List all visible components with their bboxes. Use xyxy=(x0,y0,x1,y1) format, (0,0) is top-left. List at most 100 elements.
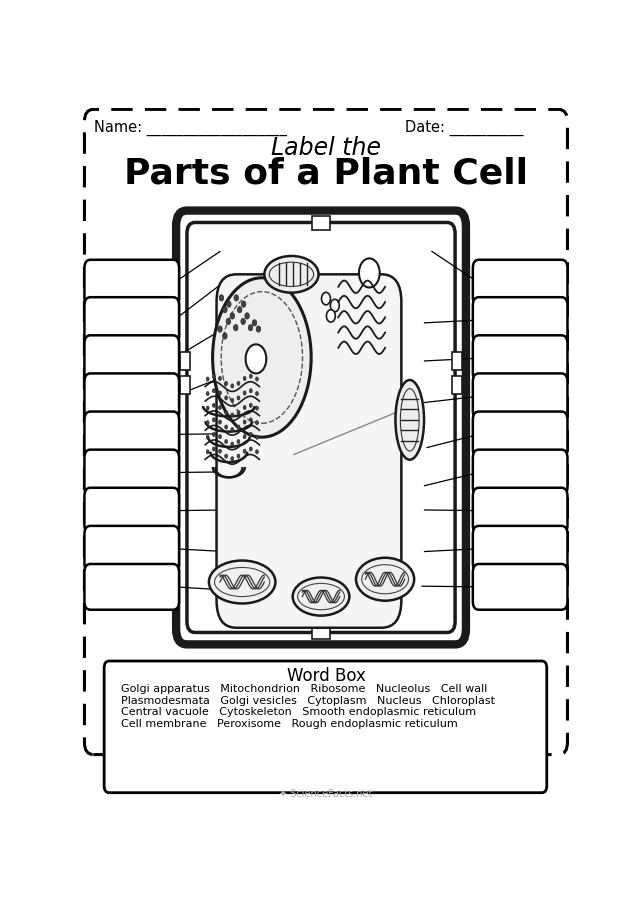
Ellipse shape xyxy=(233,325,238,331)
Ellipse shape xyxy=(231,383,234,388)
Ellipse shape xyxy=(218,326,222,332)
FancyBboxPatch shape xyxy=(473,488,567,534)
Text: Plasmodesmata   Golgi vesicles   Cytoplasm   Nucleus   Chloroplast: Plasmodesmata Golgi vesicles Cytoplasm N… xyxy=(121,696,495,706)
FancyBboxPatch shape xyxy=(452,376,462,394)
Ellipse shape xyxy=(231,456,234,461)
Ellipse shape xyxy=(226,301,231,307)
Ellipse shape xyxy=(212,374,216,378)
Ellipse shape xyxy=(212,278,311,437)
Ellipse shape xyxy=(243,391,246,395)
Ellipse shape xyxy=(249,418,252,422)
Ellipse shape xyxy=(237,454,240,458)
Ellipse shape xyxy=(225,382,228,385)
Ellipse shape xyxy=(219,420,221,424)
Text: ✦ ScienceFacts.net: ✦ ScienceFacts.net xyxy=(279,789,373,799)
Ellipse shape xyxy=(237,410,240,415)
Ellipse shape xyxy=(256,377,258,381)
Ellipse shape xyxy=(256,436,258,439)
Ellipse shape xyxy=(237,396,240,400)
FancyBboxPatch shape xyxy=(85,411,179,457)
Ellipse shape xyxy=(243,405,246,410)
Ellipse shape xyxy=(231,413,234,417)
Text: Golgi apparatus   Mitochondrion   Ribosome   Nucleolus   Cell wall: Golgi apparatus Mitochondrion Ribosome N… xyxy=(121,684,488,694)
Ellipse shape xyxy=(230,313,235,319)
Ellipse shape xyxy=(265,256,319,292)
Ellipse shape xyxy=(206,450,209,454)
FancyBboxPatch shape xyxy=(104,661,547,793)
Ellipse shape xyxy=(225,454,228,458)
FancyBboxPatch shape xyxy=(473,450,567,495)
Ellipse shape xyxy=(245,313,249,319)
FancyBboxPatch shape xyxy=(85,110,567,754)
FancyBboxPatch shape xyxy=(180,352,190,370)
FancyBboxPatch shape xyxy=(473,336,567,381)
Ellipse shape xyxy=(219,449,221,454)
Text: Cell membrane   Peroxisome   Rough endoplasmic reticulum: Cell membrane Peroxisome Rough endoplasm… xyxy=(121,719,458,729)
Ellipse shape xyxy=(245,345,266,373)
Ellipse shape xyxy=(223,333,227,339)
Ellipse shape xyxy=(212,389,216,392)
Ellipse shape xyxy=(256,420,258,425)
Ellipse shape xyxy=(356,558,414,600)
Ellipse shape xyxy=(293,578,349,616)
Ellipse shape xyxy=(226,319,231,325)
Ellipse shape xyxy=(322,292,330,305)
Ellipse shape xyxy=(219,435,221,438)
Ellipse shape xyxy=(225,439,228,444)
FancyBboxPatch shape xyxy=(85,526,179,572)
Ellipse shape xyxy=(212,403,216,408)
Ellipse shape xyxy=(249,374,252,378)
FancyBboxPatch shape xyxy=(85,488,179,534)
FancyBboxPatch shape xyxy=(85,564,179,609)
FancyBboxPatch shape xyxy=(312,216,330,230)
Ellipse shape xyxy=(256,450,258,454)
Ellipse shape xyxy=(326,310,335,322)
Ellipse shape xyxy=(241,319,245,325)
FancyBboxPatch shape xyxy=(473,260,567,305)
Text: Central vacuole   Cytoskeleton   Smooth endoplasmic reticulum: Central vacuole Cytoskeleton Smooth endo… xyxy=(121,707,476,717)
Ellipse shape xyxy=(223,307,227,313)
Ellipse shape xyxy=(209,561,275,604)
Ellipse shape xyxy=(396,380,424,460)
Ellipse shape xyxy=(249,432,252,436)
Ellipse shape xyxy=(249,389,252,392)
Ellipse shape xyxy=(359,258,380,287)
Ellipse shape xyxy=(219,376,221,381)
Ellipse shape xyxy=(237,382,240,385)
FancyBboxPatch shape xyxy=(473,411,567,457)
Text: Word Box: Word Box xyxy=(286,667,366,685)
Ellipse shape xyxy=(206,420,209,425)
Ellipse shape xyxy=(243,435,246,438)
Ellipse shape xyxy=(206,406,209,410)
Ellipse shape xyxy=(225,425,228,429)
Ellipse shape xyxy=(206,392,209,396)
Ellipse shape xyxy=(237,439,240,444)
Ellipse shape xyxy=(206,377,209,381)
Ellipse shape xyxy=(231,442,234,446)
FancyBboxPatch shape xyxy=(85,336,179,381)
FancyBboxPatch shape xyxy=(85,260,179,305)
FancyBboxPatch shape xyxy=(473,526,567,572)
Ellipse shape xyxy=(225,396,228,400)
Ellipse shape xyxy=(249,403,252,408)
Ellipse shape xyxy=(243,449,246,454)
Ellipse shape xyxy=(243,420,246,424)
Ellipse shape xyxy=(234,295,238,301)
Ellipse shape xyxy=(237,307,242,313)
Ellipse shape xyxy=(252,320,257,326)
Text: Label the: Label the xyxy=(271,136,381,160)
FancyBboxPatch shape xyxy=(473,297,567,343)
Ellipse shape xyxy=(248,325,252,331)
Ellipse shape xyxy=(212,447,216,451)
Ellipse shape xyxy=(256,406,258,410)
Text: Name: ___________________: Name: ___________________ xyxy=(94,120,287,136)
FancyBboxPatch shape xyxy=(452,352,462,370)
Ellipse shape xyxy=(231,399,234,402)
FancyBboxPatch shape xyxy=(312,625,330,639)
FancyBboxPatch shape xyxy=(176,211,466,644)
Ellipse shape xyxy=(256,392,258,396)
Ellipse shape xyxy=(219,391,221,395)
Ellipse shape xyxy=(231,428,234,432)
Ellipse shape xyxy=(225,410,228,415)
FancyBboxPatch shape xyxy=(85,297,179,343)
